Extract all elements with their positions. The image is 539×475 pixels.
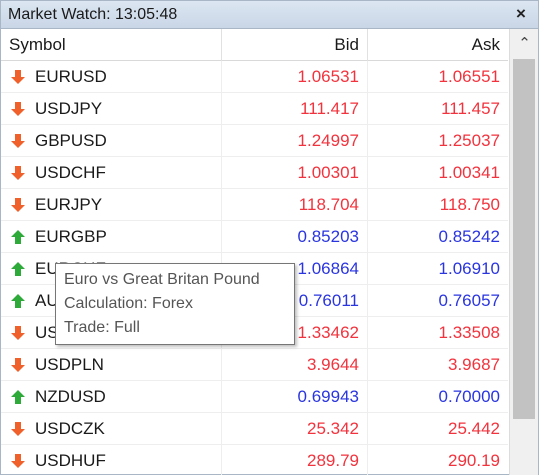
ask-price: 290.19 <box>367 445 508 475</box>
tooltip-calculation: Calculation: Forex <box>64 295 193 312</box>
symbol-name: USDCHF <box>35 163 106 182</box>
table-row[interactable]: USDPLN 3.9644 3.9687 <box>1 349 508 381</box>
symbol-name: USDCZK <box>35 419 105 438</box>
arrow-down-icon <box>11 326 25 340</box>
symbol-name: EURGBP <box>35 227 107 246</box>
arrow-down-icon <box>11 358 25 372</box>
table-row[interactable]: USDCHF 1.00301 1.00341 <box>1 157 508 189</box>
column-header-ask[interactable]: Ask <box>367 29 508 61</box>
ask-price: 0.85242 <box>367 221 508 253</box>
symbol-tooltip: Euro vs Great Britan Pound Calculation: … <box>55 263 295 345</box>
ask-price: 0.76057 <box>367 285 508 317</box>
ask-price: 25.442 <box>367 413 508 445</box>
arrow-down-icon <box>11 70 25 84</box>
scroll-up-icon[interactable]: ⌃ <box>518 35 531 52</box>
bid-price: 118.704 <box>221 189 367 221</box>
bid-price: 289.79 <box>221 445 367 475</box>
symbol-name: GBPUSD <box>35 131 107 150</box>
ask-price: 1.06551 <box>367 61 508 93</box>
table-row[interactable]: GBPUSD 1.24997 1.25037 <box>1 125 508 157</box>
symbol-list: EURUSD 1.06531 1.06551 USDJPY 111.417 111.457… <box>1 61 508 475</box>
window-title: Market Watch: 13:05:48 <box>8 6 178 23</box>
bid-price: 0.69943 <box>221 381 367 413</box>
arrow-down-icon <box>11 422 25 436</box>
vertical-scrollbar[interactable]: ⌃ <box>509 29 538 475</box>
bid-price: 1.00301 <box>221 157 367 189</box>
table-row[interactable]: USDHUF 289.79 290.19 <box>1 445 508 475</box>
table-row[interactable]: USDCZK 25.342 25.442 <box>1 413 508 445</box>
ask-price: 0.70000 <box>367 381 508 413</box>
scroll-thumb[interactable] <box>513 59 535 419</box>
table-row[interactable]: EURGBP 0.85203 0.85242 <box>1 221 508 253</box>
symbol-name: EURUSD <box>35 67 107 86</box>
arrow-up-icon <box>11 262 25 276</box>
ask-price: 3.9687 <box>367 349 508 381</box>
bid-price: 25.342 <box>221 413 367 445</box>
ask-price: 118.750 <box>367 189 508 221</box>
symbol-name: USDHUF <box>35 451 106 470</box>
title-bar[interactable]: Market Watch: 13:05:48 × <box>1 1 538 29</box>
bid-price: 1.06531 <box>221 61 367 93</box>
symbol-name: EURJPY <box>35 195 103 214</box>
ask-price: 1.06910 <box>367 253 508 285</box>
arrow-up-icon <box>11 294 25 308</box>
table-row[interactable]: EURUSD 1.06531 1.06551 <box>1 61 508 93</box>
table-row[interactable]: NZDUSD 0.69943 0.70000 <box>1 381 508 413</box>
ask-price: 1.00341 <box>367 157 508 189</box>
bid-price: 3.9644 <box>221 349 367 381</box>
arrow-up-icon <box>11 390 25 404</box>
tooltip-trade: Trade: Full <box>64 319 140 336</box>
ask-price: 111.457 <box>367 93 508 125</box>
arrow-up-icon <box>11 230 25 244</box>
table-row[interactable]: USDJPY 111.417 111.457 <box>1 93 508 125</box>
ask-price: 1.33508 <box>367 317 508 349</box>
table-row[interactable]: EURJPY 118.704 118.750 <box>1 189 508 221</box>
bid-price: 1.24997 <box>221 125 367 157</box>
symbol-name: USDJPY <box>35 99 103 118</box>
column-header-bid[interactable]: Bid <box>221 29 367 61</box>
arrow-down-icon <box>11 166 25 180</box>
arrow-down-icon <box>11 102 25 116</box>
column-header-symbol[interactable]: Symbol <box>9 35 66 54</box>
bid-price: 0.85203 <box>221 221 367 253</box>
bid-price: 111.417 <box>221 93 367 125</box>
arrow-down-icon <box>11 134 25 148</box>
symbol-name: USDPLN <box>35 355 104 374</box>
symbol-name: NZDUSD <box>35 387 106 406</box>
ask-price: 1.25037 <box>367 125 508 157</box>
tooltip-description: Euro vs Great Britan Pound <box>64 271 260 288</box>
column-header: Symbol Bid Ask <box>1 29 508 61</box>
close-icon[interactable]: × <box>516 4 526 23</box>
arrow-down-icon <box>11 198 25 212</box>
arrow-down-icon <box>11 454 25 468</box>
